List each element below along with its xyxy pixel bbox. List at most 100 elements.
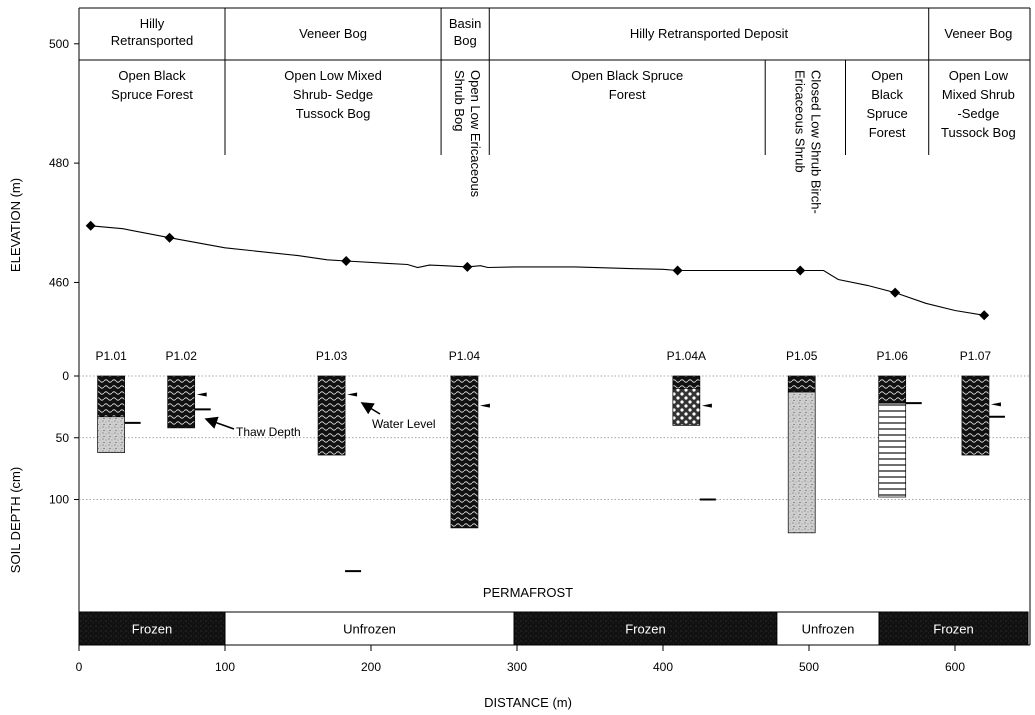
elevation-profile-line <box>90 225 985 316</box>
elevation-survey-point <box>341 255 352 266</box>
core-label: P1.02 <box>166 349 198 363</box>
water-level-marker <box>479 403 490 408</box>
core-segment-wave <box>787 375 816 393</box>
core-label: P1.07 <box>960 349 992 363</box>
vegetation-unit-label: Spruce <box>867 106 908 121</box>
core-label: P1.01 <box>95 349 127 363</box>
elevation-axis-label: ELEVATION (m) <box>8 178 23 272</box>
terrain-unit-label: Retransported <box>111 33 193 48</box>
water-level-marker <box>990 402 1001 407</box>
frozen-segment <box>78 611 226 646</box>
vegetation-unit-label: Tussock Bog <box>941 125 1016 140</box>
core-segment-wave <box>961 375 990 456</box>
vegetation-unit-label: Open Low Ericaceous <box>468 70 483 198</box>
soil-core: P1.02 <box>166 349 211 429</box>
vegetation-unit-label: Forest <box>609 87 646 102</box>
plot-frame <box>78 7 1031 646</box>
elevation-survey-point <box>164 232 175 243</box>
soil-core: P1.04 <box>449 349 490 529</box>
soil-depth-axis-label: SOIL DEPTH (cm) <box>8 467 23 573</box>
vegetation-unit-label: Black <box>871 87 903 102</box>
frozen-segment <box>878 611 1029 646</box>
vegetation-unit-label: Shrub Bog <box>452 70 467 131</box>
water-level-arrow <box>360 402 381 415</box>
core-segment-hlines <box>878 402 907 498</box>
vegetation-unit-label: Forest <box>869 125 906 140</box>
thaw-depth-arrow <box>204 416 235 430</box>
frost-status-bar: Frozen Unfrozen Frozen Unfrozen Frozen <box>78 611 1029 646</box>
core-label: P1.05 <box>786 349 818 363</box>
unfrozen-segment <box>776 611 880 646</box>
terrain-unit-label: Hilly Retransported Deposit <box>630 26 789 41</box>
thaw-depth-annotation: Thaw Depth <box>204 416 301 439</box>
vegetation-unit-label: Ericaceous Shrub <box>792 70 807 173</box>
elevation-survey-point <box>890 287 901 298</box>
soil-core: P1.01 <box>95 349 141 453</box>
soil-core: P1.07 <box>960 349 1005 456</box>
core-label: P1.04A <box>667 349 706 363</box>
vegetation-unit-label: Open Black Spruce <box>571 68 683 83</box>
vegetation-unit-label: Open Low <box>949 68 1009 83</box>
water-level-label: Water Level <box>372 417 436 431</box>
frost-status-label: Unfrozen <box>343 622 396 637</box>
vegetation-unit-label: Tussock Bog <box>296 106 371 121</box>
distance-tick-label: 500 <box>799 660 819 674</box>
vegetation-unit-label: Open Black <box>118 68 186 83</box>
elevation-survey-point <box>672 265 683 276</box>
soil-core: P1.06 <box>877 349 922 498</box>
core-label: P1.06 <box>877 349 909 363</box>
frost-status-label: Frozen <box>625 622 665 637</box>
soil-core: P1.03 <box>316 349 362 573</box>
distance-tick-label: 300 <box>507 660 527 674</box>
core-segment-wave <box>97 375 125 418</box>
depth-tick-label: 100 <box>49 493 69 507</box>
core-segment-wave <box>167 375 196 429</box>
water-level-marker <box>196 392 207 397</box>
elevation-tick-label: 460 <box>49 275 69 289</box>
vegetation-unit-label: Open Low Mixed <box>284 68 382 83</box>
depth-gridlines <box>79 375 1030 500</box>
elevation-axis: 460 480 500 <box>49 37 79 289</box>
core-segment-stipple <box>787 391 816 534</box>
vegetation-unit-label: Mixed Shrub <box>942 87 1015 102</box>
water-level-marker <box>701 403 712 408</box>
core-segment-wave <box>317 375 346 456</box>
vegetation-unit-label: Spruce Forest <box>111 87 193 102</box>
soil-depth-axis: 0 50 100 <box>49 369 79 507</box>
unit-header: Hilly Retransported Veneer Bog Basin Bog Hill… <box>111 8 1016 214</box>
frost-status-label: Frozen <box>933 622 973 637</box>
core-segment-dots <box>672 388 701 426</box>
soil-core: P1.04A <box>667 349 716 501</box>
core-segment-wave <box>450 375 479 529</box>
soil-core: P1.05 <box>786 349 818 534</box>
core-segment-stipple <box>97 416 125 453</box>
water-level-marker <box>347 392 358 397</box>
distance-axis: 0 100 200 300 400 500 600 <box>76 645 965 674</box>
elevation-tick-label: 500 <box>49 37 69 51</box>
elevation-survey-point <box>462 261 473 272</box>
unfrozen-segment <box>224 611 515 646</box>
distance-tick-label: 100 <box>215 660 235 674</box>
soil-cores: P1.01 P1.02 P1.03 P1.04 P1.04A P1.05 P1.06 P1.0… <box>95 349 1005 573</box>
terrain-unit-label: Veneer Bog <box>299 26 367 41</box>
terrain-unit-label: Hilly <box>140 16 165 31</box>
elevation-survey-point <box>979 310 990 321</box>
thaw-depth-label: Thaw Depth <box>236 425 301 439</box>
core-segment-wave <box>672 375 701 389</box>
terrain-unit-label: Basin <box>449 16 482 31</box>
frost-status-label: Unfrozen <box>802 622 855 637</box>
water-level-annotation: Water Level <box>360 402 436 431</box>
core-label: P1.04 <box>449 349 481 363</box>
terrain-unit-label: Bog <box>454 33 477 48</box>
elevation-tick-label: 480 <box>49 156 69 170</box>
core-segment-wave <box>878 375 907 404</box>
frost-status-label: Frozen <box>132 622 172 637</box>
vegetation-unit-label: -Sedge <box>957 106 999 121</box>
distance-tick-label: 600 <box>945 660 965 674</box>
x-axis-label: DISTANCE (m) <box>484 695 572 710</box>
vegetation-unit-label: Shrub- Sedge <box>293 87 373 102</box>
distance-tick-label: 400 <box>653 660 673 674</box>
vegetation-unit-label: Open <box>871 68 903 83</box>
terrain-unit-label: Veneer Bog <box>944 26 1012 41</box>
